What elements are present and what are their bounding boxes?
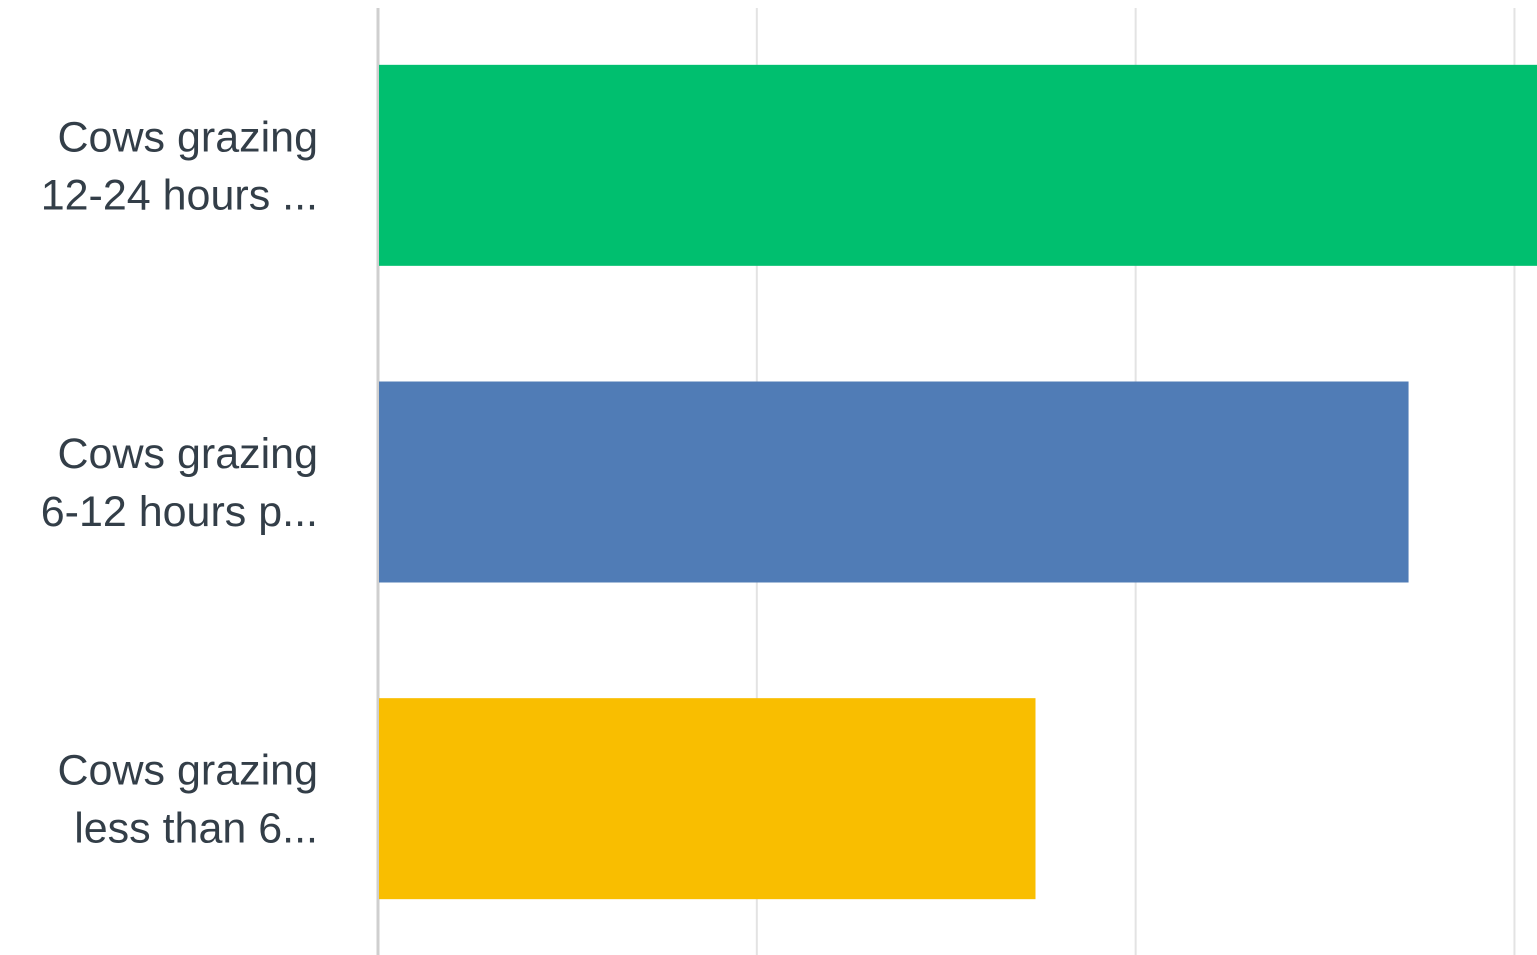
category-label-line: less than 6... bbox=[74, 805, 318, 853]
category-label-line: Cows grazing bbox=[58, 430, 319, 478]
bars bbox=[379, 64, 1537, 900]
category-label: Cows grazing 6-12 hours p... bbox=[41, 430, 318, 536]
category-label: Cows grazing less than 6... bbox=[58, 747, 319, 853]
category-label-line: 6-12 hours p... bbox=[41, 488, 318, 536]
category-label-line: Cows grazing bbox=[58, 113, 319, 161]
category-labels: Cows grazing 12-24 hours ... Cows grazing 6… bbox=[41, 113, 318, 852]
category-label-line: Cows grazing bbox=[58, 747, 319, 795]
bar[interactable] bbox=[379, 64, 1537, 266]
bar[interactable] bbox=[379, 698, 1036, 900]
bar[interactable] bbox=[379, 381, 1409, 583]
category-label-line: 12-24 hours ... bbox=[41, 171, 318, 219]
category-label: Cows grazing 12-24 hours ... bbox=[41, 113, 318, 219]
